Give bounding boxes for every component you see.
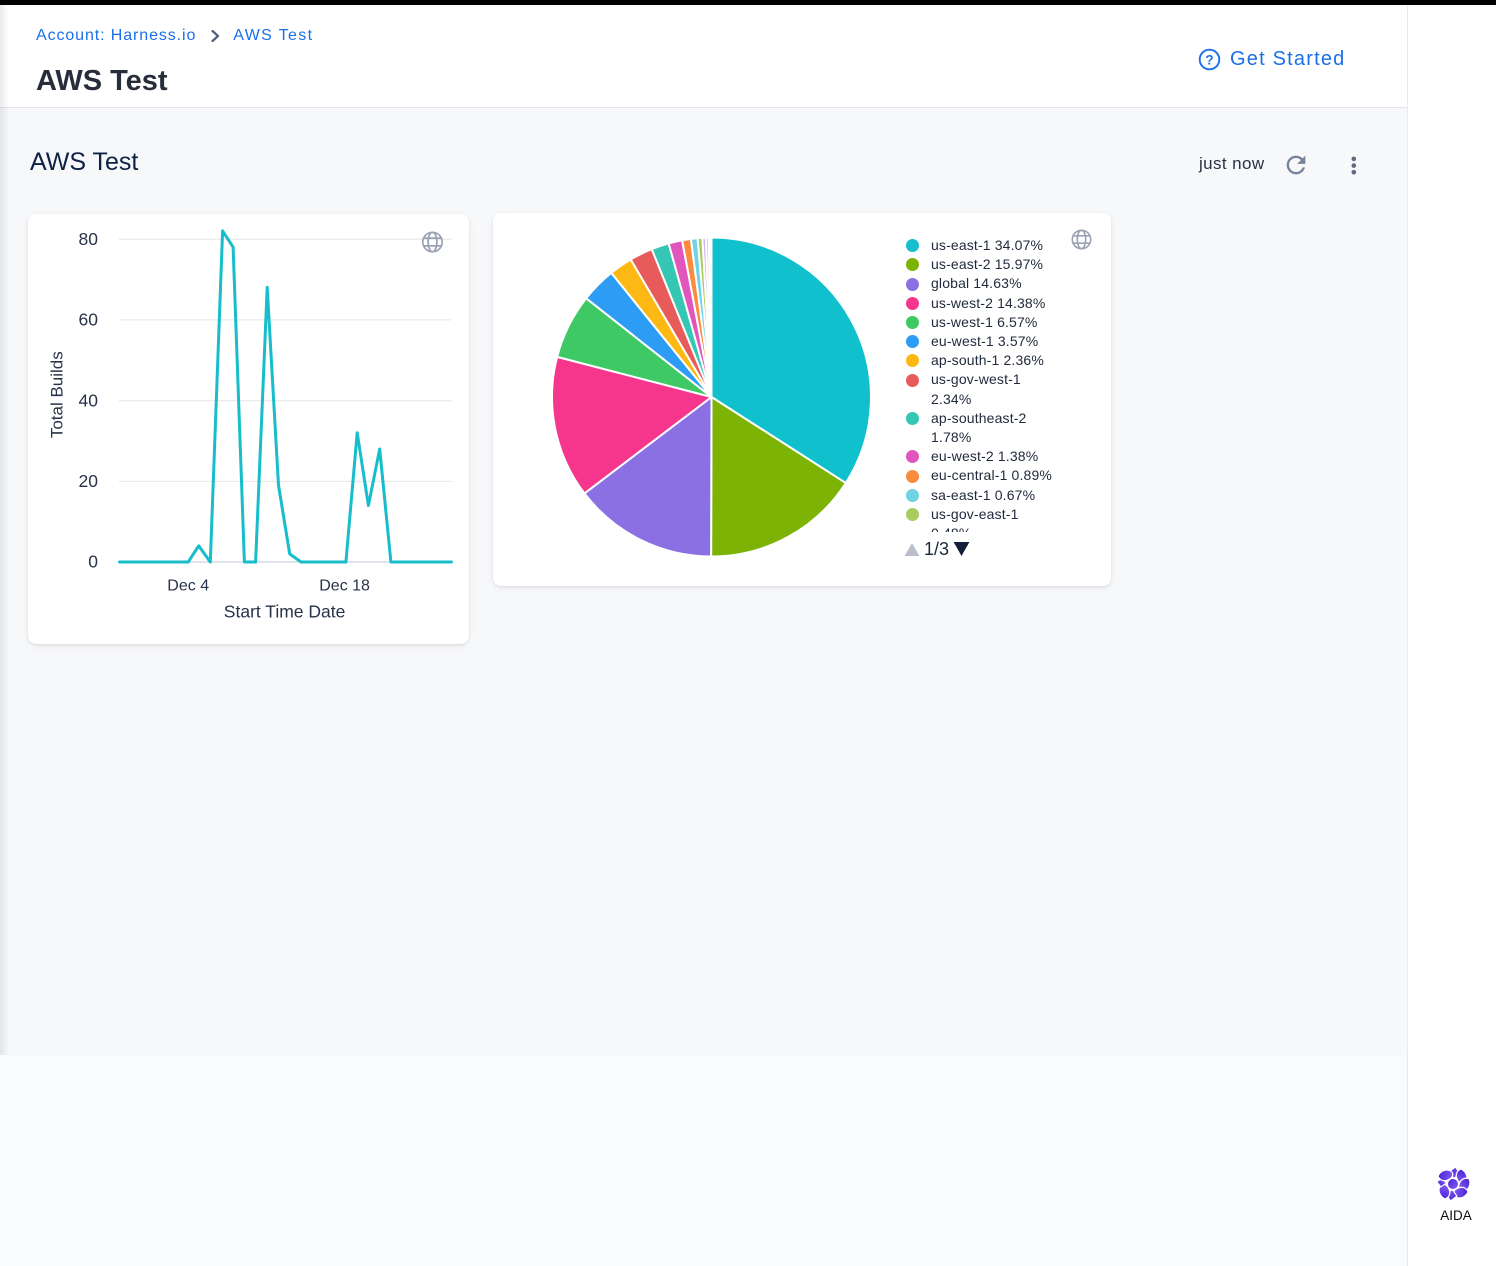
svg-text:0: 0 — [88, 552, 98, 572]
svg-text:Dec 4: Dec 4 — [167, 577, 209, 594]
svg-text:Start Time Date: Start Time Date — [224, 601, 346, 621]
svg-text:80: 80 — [79, 229, 99, 249]
svg-text:20: 20 — [79, 471, 99, 491]
svg-text:Dec 18: Dec 18 — [319, 577, 370, 594]
svg-text:40: 40 — [79, 390, 99, 410]
svg-text:?: ? — [1205, 52, 1213, 67]
svg-text:60: 60 — [79, 310, 99, 330]
svg-text:Total Builds: Total Builds — [47, 351, 66, 438]
